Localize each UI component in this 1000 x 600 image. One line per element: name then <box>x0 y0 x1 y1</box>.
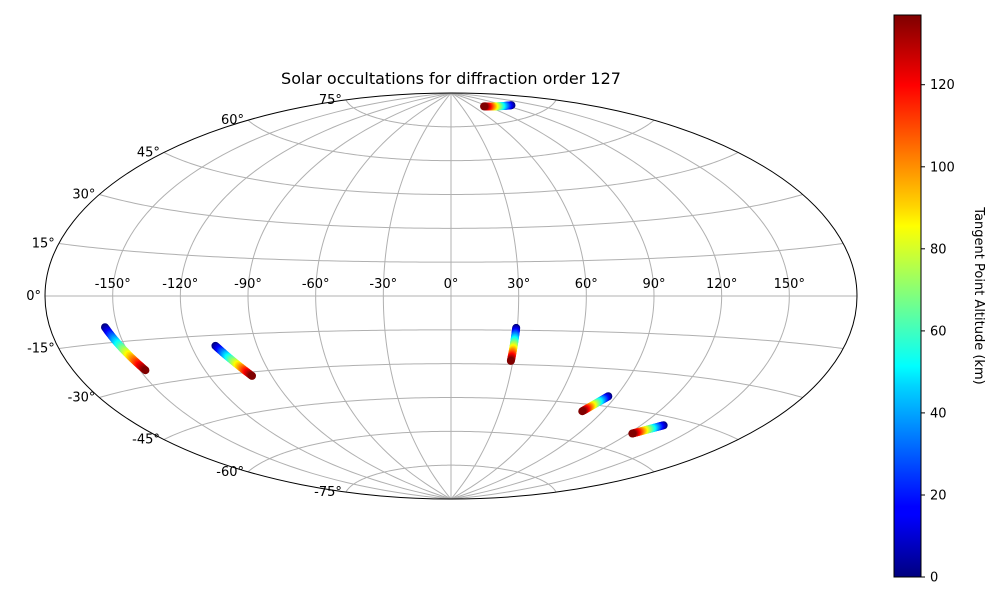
longitude-tick-label: 150° <box>774 277 805 292</box>
parallel-gridline <box>99 194 803 229</box>
occultation-point <box>248 371 257 380</box>
occultation-track <box>101 323 150 375</box>
colorbar-tick-label: 20 <box>930 489 947 504</box>
latitude-tick-label: 60° <box>221 113 244 128</box>
longitude-tick-label: 60° <box>575 277 598 292</box>
latitude-tick-label: 45° <box>137 146 160 161</box>
colorbar-tick-label: 40 <box>930 406 947 421</box>
occultation-track <box>480 101 516 111</box>
colorbar: 0 20 40 60 80 100 120 Tangent Point Altitude (… <box>893 14 986 586</box>
latitude-tick-label: -60° <box>216 465 244 480</box>
longitude-tick-label: -150° <box>95 277 131 292</box>
occultation-tracks <box>101 101 668 438</box>
occultation-point <box>480 102 489 111</box>
longitude-tick-label: -60° <box>302 277 330 292</box>
longitude-tick-label: 30° <box>507 277 530 292</box>
chart-title: Solar occultations for diffraction order… <box>281 69 621 88</box>
colorbar-tick-label: 120 <box>930 78 955 93</box>
parallel-gridline <box>247 430 655 473</box>
longitude-tick-label: -90° <box>234 277 262 292</box>
latitude-tick-label: 75° <box>319 93 342 108</box>
map-boundary <box>44 92 858 500</box>
occultation-point <box>141 366 150 375</box>
longitude-tick-label: 0° <box>444 277 459 292</box>
colorbar-gradient <box>893 14 922 578</box>
colorbar-tick-label: 80 <box>930 242 947 257</box>
parallel-gridline <box>247 119 655 162</box>
latitude-tick-label: 30° <box>72 188 95 203</box>
latitude-tick-label: -15° <box>27 342 55 357</box>
latitude-tick-label: -45° <box>132 433 160 448</box>
occultation-track <box>628 421 668 438</box>
parallel-gridline <box>163 152 739 195</box>
latitude-tick-label: 0° <box>26 289 41 304</box>
occultation-track <box>211 341 257 380</box>
occultation-track <box>578 392 613 416</box>
parallel-gridline <box>58 329 844 350</box>
longitude-tick-label: -120° <box>162 277 198 292</box>
latitude-tick-labels: 75° 60° 45° 30° 15° 0° -15° -30° -45° -60° -75° <box>26 93 342 500</box>
parallel-gridline <box>345 99 557 128</box>
latitude-tick-label: 15° <box>32 237 55 252</box>
parallel-gridline <box>99 363 803 398</box>
occultation-track <box>506 323 521 365</box>
colorbar-label: Tangent Point Altitude (km) <box>971 206 986 384</box>
longitude-tick-labels: -150° -120° -90° -60° -30° 0° 30° 60° 90° 120° 150… <box>95 277 805 292</box>
colorbar-tick-label: 0 <box>930 571 938 586</box>
colorbar-tick-label: 60 <box>930 324 947 339</box>
map-grid <box>45 93 857 499</box>
longitude-tick-label: 120° <box>706 277 737 292</box>
occultation-point <box>628 429 637 438</box>
occultation-point <box>506 356 515 365</box>
colorbar-tick-label: 100 <box>930 160 955 175</box>
latitude-tick-label: -30° <box>68 391 96 406</box>
longitude-tick-label: 90° <box>642 277 665 292</box>
colorbar-ticks: 0 20 40 60 80 100 120 <box>921 78 955 586</box>
parallel-gridline <box>345 464 557 493</box>
parallel-gridline <box>163 397 739 440</box>
parallel-gridline <box>58 242 844 263</box>
latitude-tick-label: -75° <box>314 485 342 500</box>
occultation-point <box>578 407 587 416</box>
longitude-tick-label: -30° <box>369 277 397 292</box>
